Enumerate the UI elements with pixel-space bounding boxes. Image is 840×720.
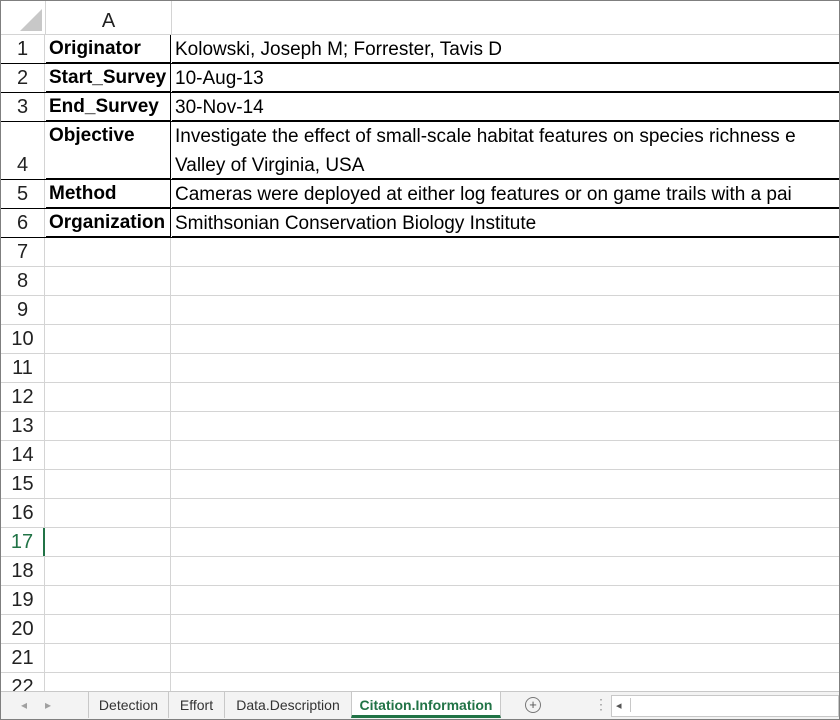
row-header[interactable]: 14 [1, 441, 45, 469]
table-row: 12 [1, 383, 839, 412]
table-row: 18 [1, 557, 839, 586]
table-row: 19 [1, 586, 839, 615]
table-row: 1 Originator Kolowski, Joseph M; Forrest… [1, 35, 839, 64]
cell-label[interactable]: Organization [46, 209, 171, 237]
cell-label[interactable]: Start_Survey [46, 64, 171, 92]
table-row: 14 [1, 441, 839, 470]
row-header-active[interactable]: 17 [1, 528, 45, 556]
empty-cell[interactable] [46, 615, 171, 643]
table-row: 10 [1, 325, 839, 354]
row-header[interactable]: 18 [1, 557, 45, 585]
cell-label[interactable]: Objective [46, 122, 171, 179]
sheet-tab-effort[interactable]: Effort [168, 692, 224, 718]
row-header[interactable]: 20 [1, 615, 45, 643]
row-header[interactable]: 12 [1, 383, 45, 411]
row-header[interactable]: 5 [1, 180, 45, 208]
add-sheet-icon[interactable]: + [525, 697, 541, 713]
table-row: 16 [1, 499, 839, 528]
table-row: 5 Method Cameras were deployed at either… [1, 180, 839, 209]
cell-value[interactable]: 10-Aug-13 [172, 64, 839, 92]
table-row: 21 [1, 644, 839, 673]
row-header[interactable]: 2 [1, 64, 45, 92]
empty-cell[interactable] [46, 441, 171, 469]
empty-cell[interactable] [46, 586, 171, 614]
cell-value[interactable]: Investigate the effect of small-scale ha… [172, 122, 839, 179]
scroll-tabs-left-icon[interactable]: ◂ [21, 698, 28, 712]
cell-value-line2: Valley of Virginia, USA [175, 155, 365, 176]
row-header[interactable]: 4 [1, 122, 45, 179]
row-header[interactable]: 8 [1, 267, 45, 295]
empty-cell[interactable] [46, 528, 171, 556]
empty-cell[interactable] [46, 673, 171, 701]
cell-value[interactable]: 30-Nov-14 [172, 93, 839, 121]
select-all-corner[interactable] [1, 1, 46, 34]
sheet-tab-citation-information[interactable]: Citation.Information [351, 692, 501, 718]
row-header[interactable]: 10 [1, 325, 45, 353]
horizontal-scrollbar[interactable]: ◂ [611, 695, 839, 717]
cell-value-line1: Investigate the effect of small-scale ha… [175, 126, 796, 147]
scroll-tabs-right-icon[interactable]: ▸ [45, 698, 52, 712]
empty-cell[interactable] [46, 354, 171, 382]
cell-label[interactable]: End_Survey [46, 93, 171, 121]
table-row: 2 Start_Survey 10-Aug-13 [1, 64, 839, 93]
empty-cell[interactable] [46, 296, 171, 324]
empty-cell[interactable] [46, 325, 171, 353]
cell-value[interactable]: Smithsonian Conservation Biology Institu… [172, 209, 839, 237]
column-header-bar: A [1, 1, 839, 35]
row-header[interactable]: 16 [1, 499, 45, 527]
cell-label[interactable]: Method [46, 180, 171, 208]
row-header[interactable]: 1 [1, 35, 45, 63]
table-row: 9 [1, 296, 839, 325]
row-header[interactable]: 21 [1, 644, 45, 672]
empty-cell[interactable] [46, 644, 171, 672]
column-header-a[interactable]: A [46, 1, 172, 34]
table-row: 7 [1, 238, 839, 267]
table-row: 13 [1, 412, 839, 441]
sheet-tab-bar: ◂ ▸ Detection Effort Data.Description Ci… [1, 691, 839, 719]
sheet-tab-detection[interactable]: Detection [88, 692, 168, 718]
tab-splitter-handle-icon[interactable]: ⋮ [594, 696, 608, 712]
table-row: 8 [1, 267, 839, 296]
row-header[interactable]: 11 [1, 354, 45, 382]
scroll-left-arrow-icon[interactable]: ◂ [616, 700, 622, 712]
table-row: 17 [1, 528, 839, 557]
select-all-icon [20, 9, 42, 31]
row-header[interactable]: 7 [1, 238, 45, 266]
cell-value[interactable]: Cameras were deployed at either log feat… [172, 180, 839, 208]
cell-label[interactable]: Originator [46, 35, 171, 63]
empty-cell[interactable] [46, 267, 171, 295]
table-row: 4 Objective Investigate the effect of sm… [1, 122, 839, 180]
table-row: 20 [1, 615, 839, 644]
row-header[interactable]: 3 [1, 93, 45, 121]
empty-cell[interactable] [46, 499, 171, 527]
scrollbar-thumb[interactable] [630, 698, 801, 712]
empty-cell[interactable] [46, 470, 171, 498]
row-header[interactable]: 15 [1, 470, 45, 498]
empty-cell[interactable] [46, 238, 171, 266]
table-row: 11 [1, 354, 839, 383]
row-header[interactable]: 6 [1, 209, 45, 237]
empty-cell[interactable] [46, 412, 171, 440]
table-row: 3 End_Survey 30-Nov-14 [1, 93, 839, 122]
empty-cell[interactable] [46, 557, 171, 585]
table-row: 15 [1, 470, 839, 499]
cell-value[interactable]: Kolowski, Joseph M; Forrester, Tavis D [172, 35, 839, 63]
sheet-tab-data-description[interactable]: Data.Description [224, 692, 352, 718]
empty-cell[interactable] [46, 383, 171, 411]
table-row: 6 Organization Smithsonian Conservation … [1, 209, 839, 238]
row-header[interactable]: 13 [1, 412, 45, 440]
row-header[interactable]: 9 [1, 296, 45, 324]
row-header[interactable]: 19 [1, 586, 45, 614]
